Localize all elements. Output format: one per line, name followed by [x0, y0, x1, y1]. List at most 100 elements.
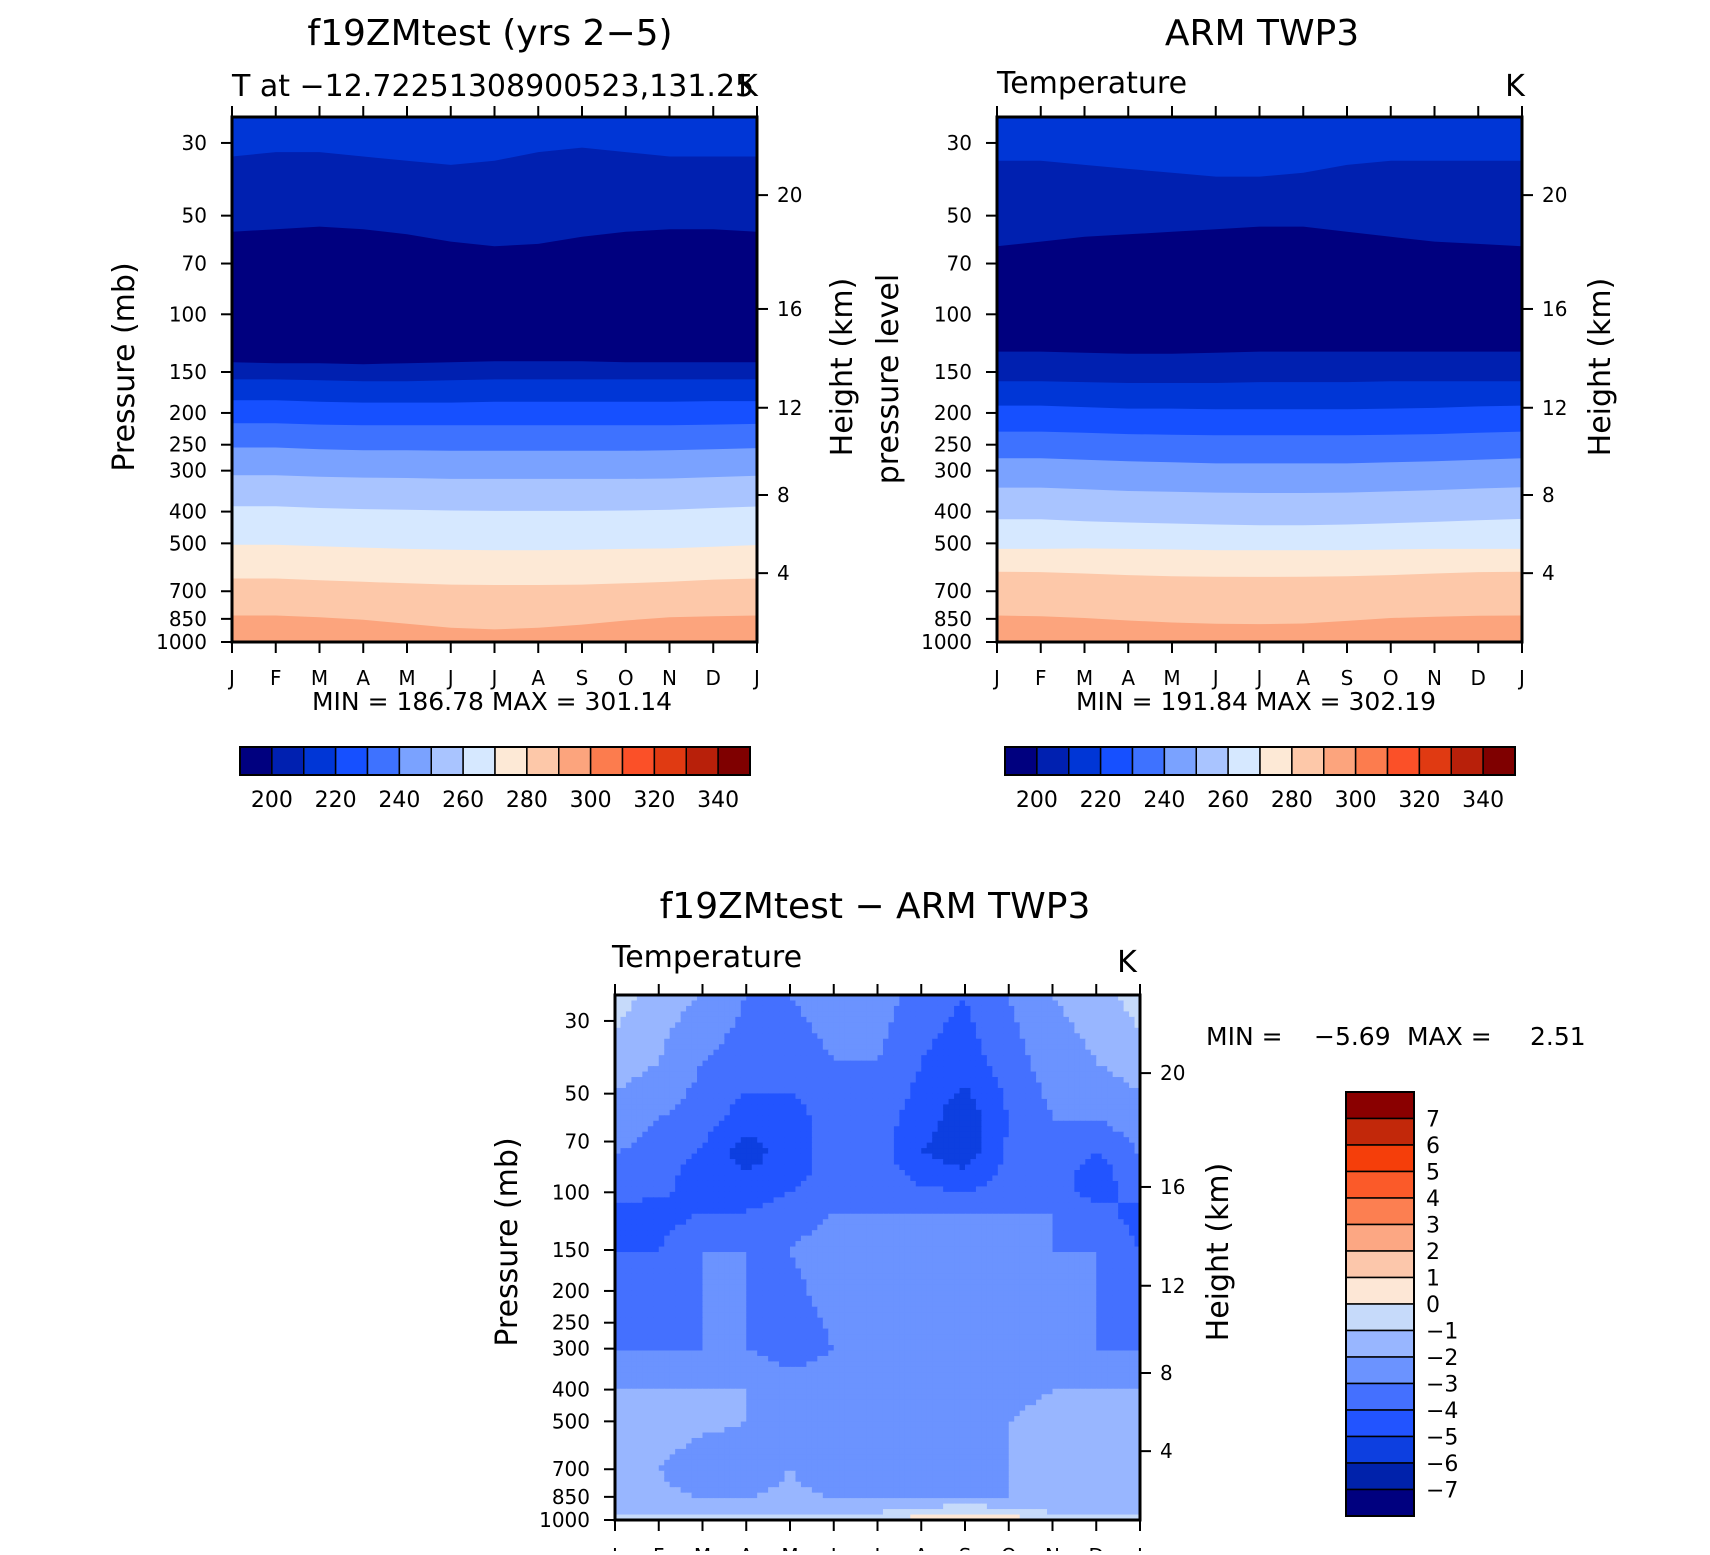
contour-cell: [795, 1165, 801, 1171]
contour-cell: [637, 1093, 643, 1099]
contour-cell: [943, 1165, 949, 1171]
contour-cell: [620, 1061, 626, 1067]
contour-cell: [921, 1077, 927, 1083]
contour-cell: [817, 1247, 823, 1253]
contour-cell: [812, 1225, 818, 1231]
contour-cell: [692, 1072, 698, 1078]
contour-cell: [795, 1066, 801, 1072]
contour-cell: [703, 1143, 709, 1149]
contour-cell: [648, 1033, 654, 1039]
contour-cell: [1003, 1028, 1009, 1034]
contour-cell: [883, 1011, 889, 1017]
contour-cell: [1091, 1022, 1097, 1028]
contour-cell: [981, 1192, 987, 1198]
contour-cell: [965, 1039, 971, 1045]
contour-cell: [724, 1143, 730, 1149]
contour-cell: [741, 1077, 747, 1083]
contour-cell: [1031, 1115, 1037, 1121]
contour-cell: [1058, 1050, 1064, 1056]
contour-cell: [746, 1208, 752, 1214]
contour-cell: [757, 1137, 763, 1143]
contour-cell: [976, 1022, 982, 1028]
contour-cell: [1069, 1104, 1075, 1110]
contour-cell: [1124, 1017, 1130, 1023]
contour-cell: [708, 1186, 714, 1192]
contour-cell: [724, 1252, 730, 1258]
contour-cell: [970, 1247, 976, 1253]
contour-cell: [703, 1175, 709, 1181]
contour-cell: [910, 1181, 916, 1187]
contour-cell: [954, 1000, 960, 1006]
contour-cell: [768, 1214, 774, 1220]
contour-cell: [1129, 1197, 1135, 1203]
contour-cell: [785, 1137, 791, 1143]
y-tick-label-right: 16: [1542, 297, 1567, 321]
contour-cell: [1047, 1197, 1053, 1203]
contour-cell: [872, 1143, 878, 1149]
contour-cell: [998, 1165, 1004, 1171]
contour-cell: [801, 1011, 807, 1017]
contour-cell: [960, 1252, 966, 1258]
contour-cell: [1042, 1000, 1048, 1006]
contour-cell: [741, 1143, 747, 1149]
contour-cell: [1074, 1214, 1080, 1220]
contour-cell: [845, 1033, 851, 1039]
contour-cell: [812, 1115, 818, 1121]
contour-cell: [845, 1104, 851, 1110]
contour-cell: [850, 1165, 856, 1171]
y-tick-label-right: 12: [1542, 396, 1567, 420]
contour-cell: [872, 1192, 878, 1198]
contour-cell: [834, 1083, 840, 1089]
contour-cell: [878, 1110, 884, 1116]
contour-cell: [741, 1137, 747, 1143]
contour-cell: [697, 1241, 703, 1247]
contour-cell: [976, 1148, 982, 1154]
contour-cell: [899, 1121, 905, 1127]
contour-cell: [932, 1017, 938, 1023]
contour-cell: [1020, 1181, 1026, 1187]
contour-cell: [653, 1203, 659, 1209]
contour-cell: [1003, 1258, 1009, 1264]
contour-cell: [1003, 1247, 1009, 1253]
contour-cell: [1020, 1006, 1026, 1012]
contour-cell: [817, 1186, 823, 1192]
contour-cell: [921, 1011, 927, 1017]
contour-cell: [1080, 1197, 1086, 1203]
contour-cell: [921, 1214, 927, 1220]
contour-cell: [741, 1121, 747, 1127]
contour-cell: [626, 1230, 632, 1236]
contour-cell: [735, 1115, 741, 1121]
contour-cell: [888, 1132, 894, 1138]
contour-cell: [1053, 1121, 1059, 1127]
contour-cell: [1036, 1175, 1042, 1181]
contour-cell: [779, 1132, 785, 1138]
panel-diff-title: f19ZMtest − ARM TWP3: [660, 886, 1091, 927]
contour-cell: [910, 1148, 916, 1154]
contour-cell: [949, 1219, 955, 1225]
contour-cell: [927, 1165, 933, 1171]
y-tick-label-left: 300: [934, 459, 972, 483]
contour-cell: [987, 1126, 993, 1132]
contour-cell: [659, 1061, 665, 1067]
contour-cell: [1003, 1175, 1009, 1181]
contour-cell: [938, 1143, 944, 1149]
contour-cell: [817, 1061, 823, 1067]
contour-cell: [960, 1044, 966, 1050]
contour-cell: [1025, 1121, 1031, 1127]
contour-cell: [894, 1104, 900, 1110]
contour-cell: [653, 1083, 659, 1089]
contour-cell: [686, 1252, 692, 1258]
contour-cell: [987, 1247, 993, 1253]
contour-cell: [905, 1077, 911, 1083]
contour-cell: [1069, 1154, 1075, 1160]
contour-cell: [1036, 1165, 1042, 1171]
contour-cell: [659, 1017, 665, 1023]
contour-cell: [719, 1110, 725, 1116]
contour-cell: [1014, 1203, 1020, 1209]
contour-cell: [878, 1088, 884, 1094]
contour-cell: [954, 1006, 960, 1012]
contour-cell: [697, 1011, 703, 1017]
contour-cell: [1020, 1148, 1026, 1154]
panel-model-minmax: MIN = 186.78 MAX = 301.14: [312, 687, 672, 716]
contour-cell: [785, 1165, 791, 1171]
